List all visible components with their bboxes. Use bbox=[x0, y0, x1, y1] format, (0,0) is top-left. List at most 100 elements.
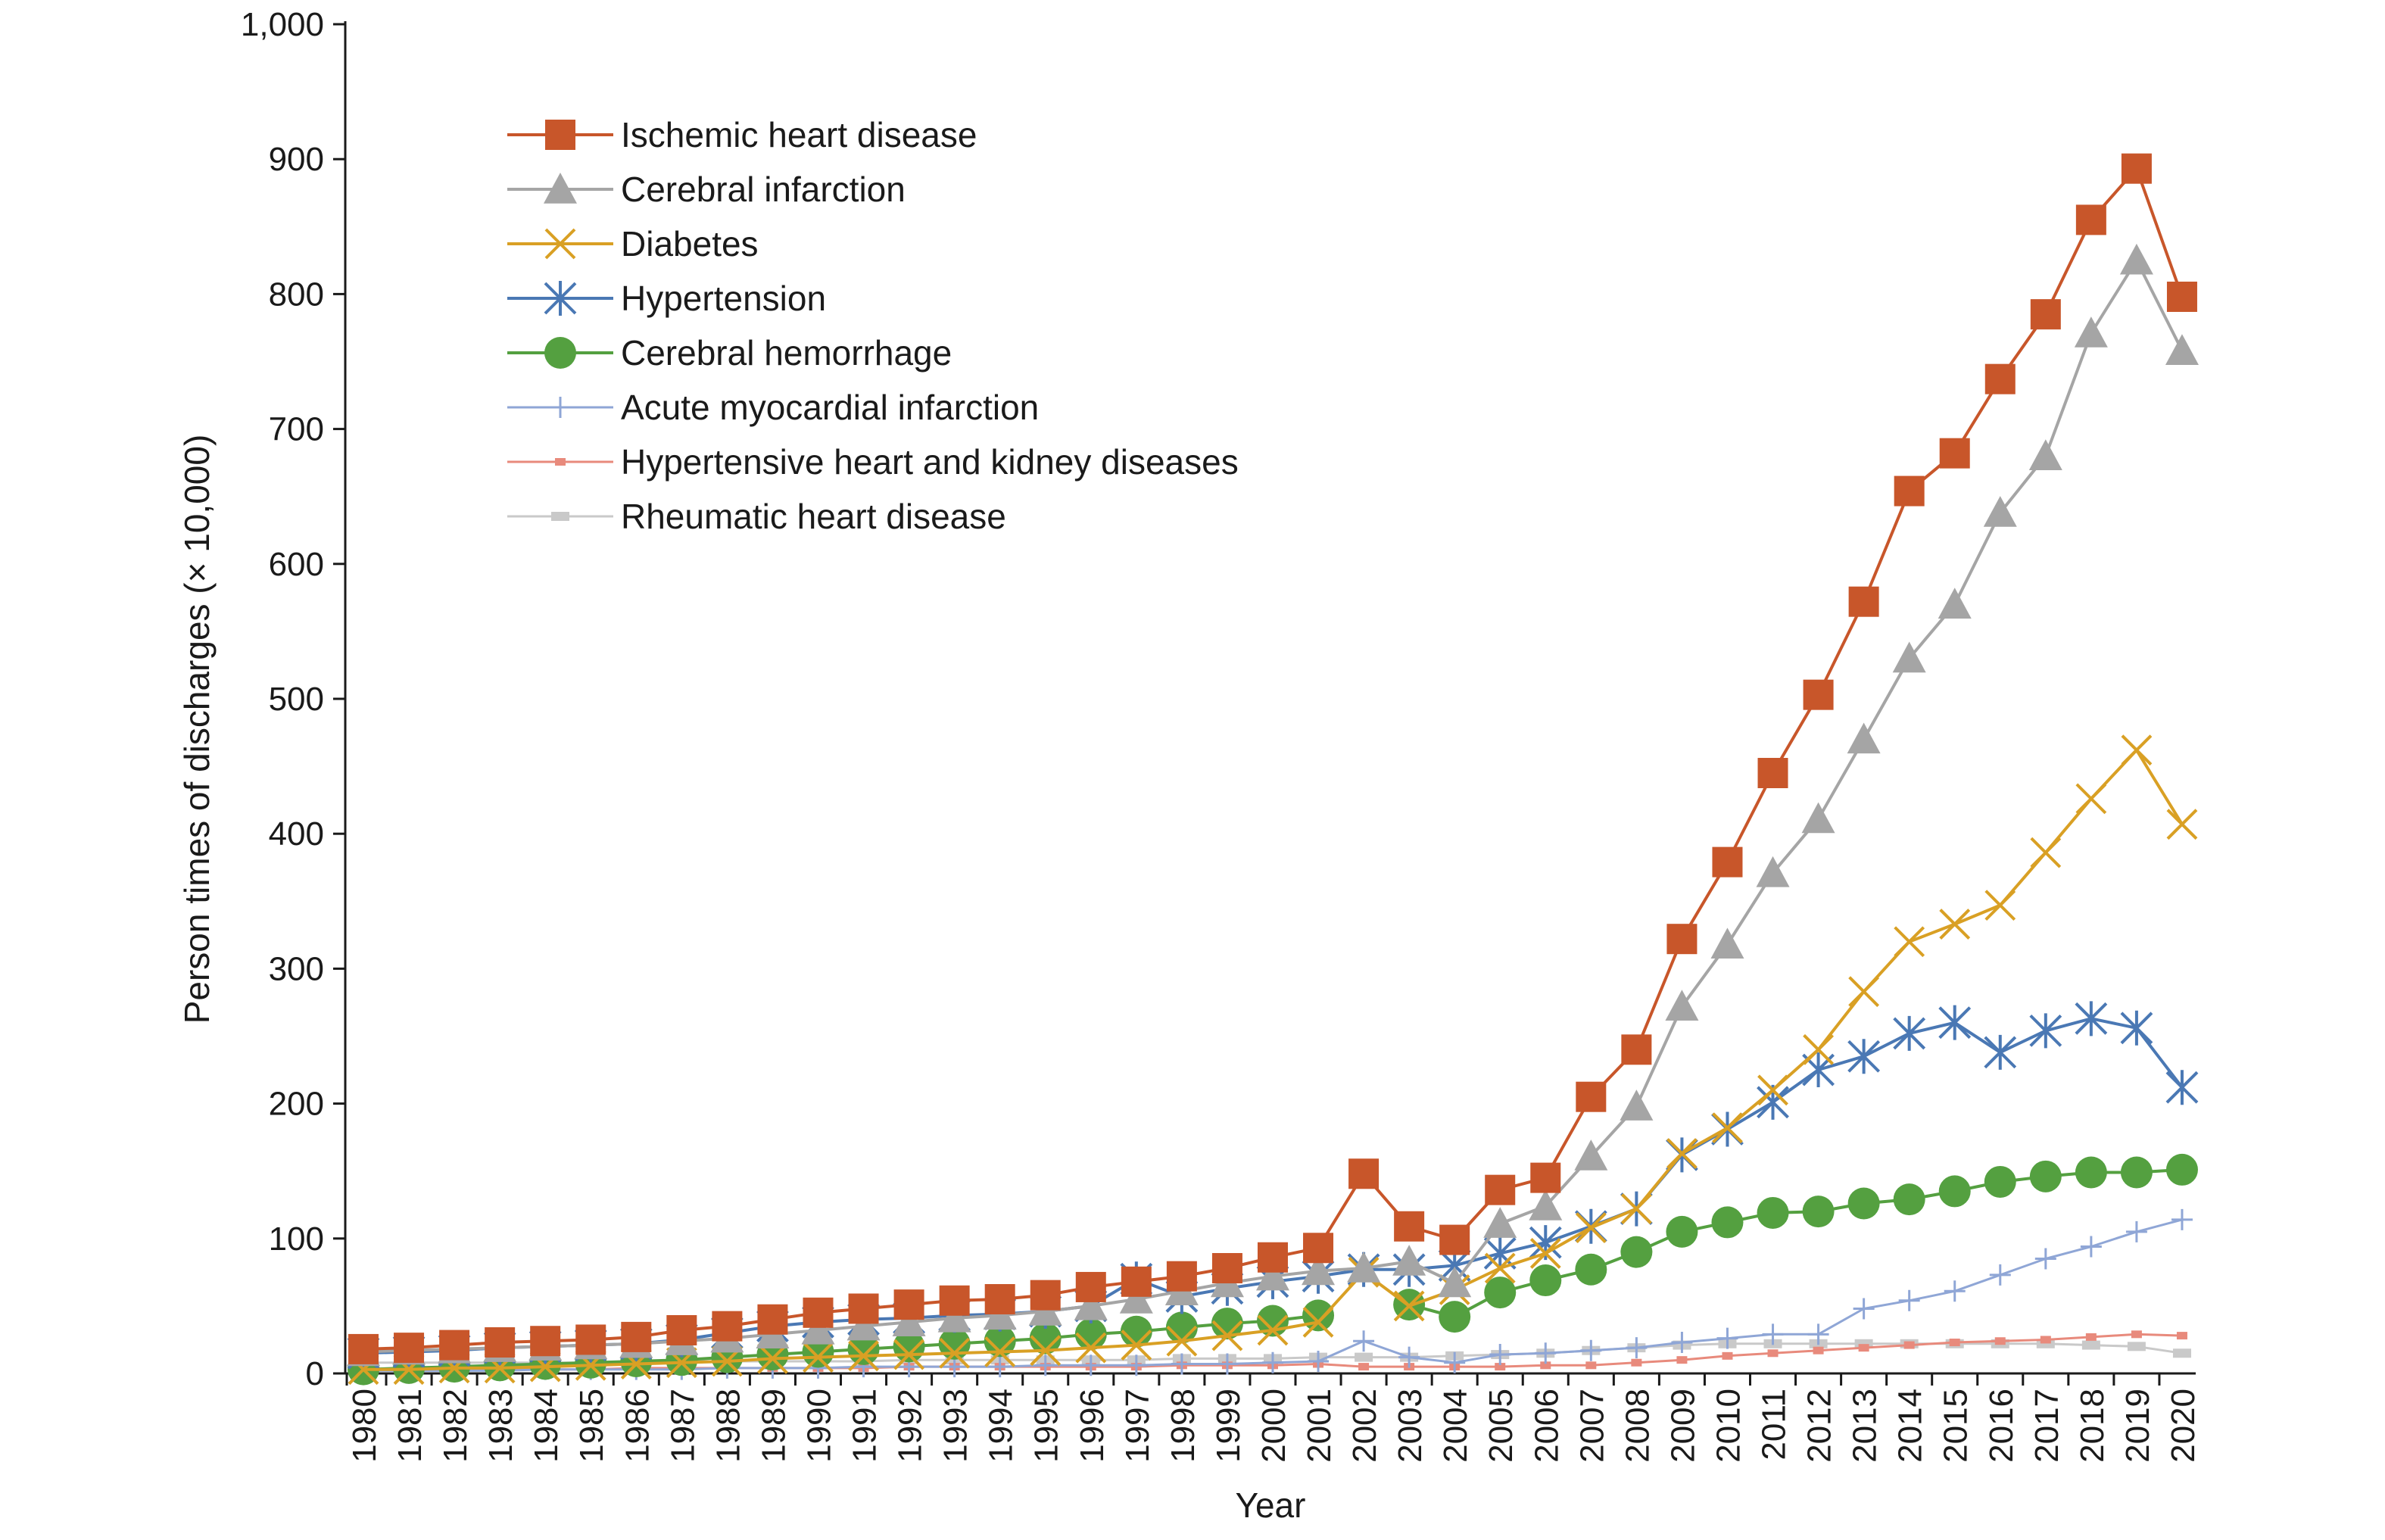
data-point bbox=[1939, 438, 1970, 469]
data-point bbox=[1529, 1264, 1562, 1297]
data-point bbox=[2075, 783, 2107, 815]
data-point bbox=[1620, 1236, 1653, 1268]
x-tick-label: 1993 bbox=[937, 1389, 974, 1463]
legend-swatch-marker bbox=[544, 173, 577, 204]
data-point bbox=[439, 1330, 470, 1361]
data-point bbox=[1075, 1332, 1107, 1364]
data-point bbox=[1303, 1233, 1334, 1264]
data-point bbox=[1716, 1327, 1738, 1349]
legend-item-cerebral-hemorrhage: Cerebral hemorrhage bbox=[507, 333, 952, 373]
data-point bbox=[2075, 204, 2106, 235]
data-point bbox=[1211, 1320, 1243, 1351]
x-tick-label: 1983 bbox=[482, 1389, 519, 1463]
legend-item-acute-myocardial-infarction: Acute myocardial infarction bbox=[507, 388, 1039, 427]
data-point bbox=[2127, 1342, 2146, 1351]
data-point bbox=[1576, 1081, 1607, 1112]
data-point bbox=[1847, 1039, 1881, 1074]
data-point bbox=[1120, 1315, 1152, 1348]
data-point bbox=[1939, 909, 1971, 940]
legend-item-cerebral-infarction: Cerebral infarction bbox=[507, 170, 906, 209]
data-point bbox=[1853, 1298, 1875, 1320]
x-tick-label: 1980 bbox=[346, 1389, 383, 1463]
data-point bbox=[1803, 679, 1834, 710]
x-tick-label: 1992 bbox=[892, 1389, 929, 1463]
legend-label: Cerebral hemorrhage bbox=[621, 333, 952, 373]
data-point bbox=[1075, 1271, 1106, 1302]
data-point bbox=[1489, 1344, 1511, 1366]
x-tick-label: 2011 bbox=[1756, 1389, 1793, 1461]
data-point bbox=[1355, 1352, 1373, 1362]
x-tick-label: 1985 bbox=[573, 1389, 610, 1463]
data-point bbox=[1621, 1034, 1652, 1065]
data-point bbox=[1171, 1353, 1192, 1375]
data-point bbox=[1530, 1162, 1561, 1193]
legend-label: Diabetes bbox=[621, 224, 759, 263]
data-point bbox=[1984, 1165, 2016, 1198]
data-point bbox=[1444, 1351, 1466, 1373]
data-point bbox=[2074, 316, 2108, 348]
data-point bbox=[1302, 1306, 1334, 1338]
data-point bbox=[575, 1324, 606, 1355]
data-point bbox=[2029, 1013, 2062, 1049]
legend-label: Rheumatic heart disease bbox=[621, 497, 1006, 536]
data-point bbox=[1984, 363, 2016, 394]
data-point bbox=[1989, 1264, 2011, 1286]
data-point bbox=[1030, 1335, 1062, 1367]
x-tick-label: 1986 bbox=[619, 1389, 656, 1463]
data-point bbox=[1439, 1301, 1471, 1333]
data-point bbox=[348, 1333, 379, 1364]
x-tick-label: 2017 bbox=[2028, 1389, 2065, 1463]
series-layer bbox=[347, 153, 2199, 1386]
data-point bbox=[1347, 1252, 1381, 1283]
legend-label: Hypertension bbox=[621, 279, 826, 318]
legend-item-hypertensive-heart-and-kidney-diseases: Hypertensive heart and kidney diseases bbox=[507, 442, 1239, 482]
data-point bbox=[1938, 588, 1972, 619]
data-point bbox=[848, 1293, 879, 1324]
data-point bbox=[2172, 1348, 2191, 1358]
data-point bbox=[1029, 1322, 1062, 1355]
legend-item-ischemic-heart-disease: Ischemic heart disease bbox=[507, 115, 977, 154]
data-point bbox=[1125, 1355, 1147, 1376]
data-point bbox=[1484, 1252, 1516, 1284]
data-point bbox=[1802, 1196, 1835, 1228]
legend-label: Ischemic heart disease bbox=[621, 115, 977, 154]
data-point bbox=[801, 1313, 835, 1345]
data-point bbox=[2176, 1332, 2187, 1340]
data-point bbox=[937, 1301, 971, 1333]
y-tick-label: 400 bbox=[269, 815, 324, 853]
data-point bbox=[1255, 1259, 1289, 1291]
data-point bbox=[1211, 1308, 1243, 1340]
data-point bbox=[1665, 990, 1699, 1021]
data-point bbox=[1762, 1323, 1784, 1345]
data-point bbox=[1211, 1253, 1242, 1284]
data-point bbox=[2081, 1340, 2100, 1350]
x-tick-label: 2000 bbox=[1255, 1389, 1292, 1463]
x-tick-label: 1996 bbox=[1074, 1389, 1111, 1463]
x-tick-label: 2007 bbox=[1573, 1389, 1610, 1463]
data-point bbox=[2075, 1001, 2108, 1037]
data-point bbox=[1495, 1363, 1506, 1371]
data-point bbox=[1847, 722, 1881, 754]
y-tick-label: 300 bbox=[269, 950, 324, 987]
data-point bbox=[1944, 1280, 1966, 1302]
data-point bbox=[2075, 1156, 2107, 1189]
y-tick-label: 800 bbox=[269, 276, 324, 313]
legend-item-hypertension: Hypertension bbox=[507, 279, 826, 318]
data-point bbox=[1484, 1277, 1517, 1309]
data-point bbox=[1166, 1261, 1197, 1292]
data-point bbox=[1848, 976, 1880, 1008]
y-tick-label: 600 bbox=[269, 546, 324, 583]
data-point bbox=[1756, 856, 1790, 887]
x-tick-label: 1991 bbox=[846, 1389, 884, 1463]
data-point bbox=[757, 1304, 788, 1335]
x-tick-label: 2015 bbox=[1938, 1389, 1975, 1463]
data-point bbox=[2030, 837, 2062, 868]
data-point bbox=[984, 1336, 1016, 1367]
data-point bbox=[1438, 1266, 1472, 1298]
data-point bbox=[1710, 927, 1744, 959]
data-point bbox=[1712, 1112, 1743, 1144]
x-tick-label: 2013 bbox=[1847, 1389, 1884, 1463]
data-point bbox=[1813, 1346, 1824, 1355]
x-tick-label: 1999 bbox=[1210, 1389, 1247, 1463]
